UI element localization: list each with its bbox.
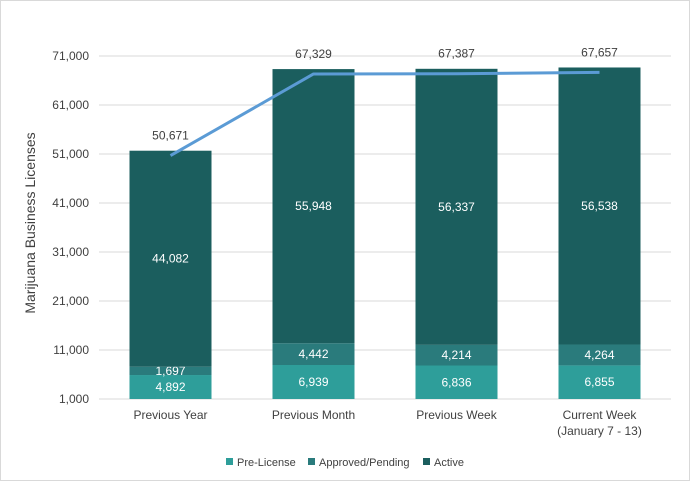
bar-pre-license [129,375,212,399]
bar-pre-license [415,365,498,399]
x-tick-label: Previous Year [133,408,207,422]
bar-pre-license [272,364,355,399]
x-tick-label: Previous Week [416,408,497,422]
totals-line: 50,671 67,329 67,387 67,657 [152,45,618,157]
x-axis-ticks: Previous Year Previous Month Previous Week… [133,408,641,438]
bar-pre-license [558,365,641,399]
x-tick-label: Previous Month [272,408,355,422]
data-label: 55,948 [295,199,332,213]
y-tick-label: 51,000 [52,147,89,161]
bar-approved-pending [558,344,641,366]
y-axis-ticks: 1,000 11,000 21,000 31,000 41,000 51,000 61,00… [52,49,89,406]
legend-swatch [423,458,430,465]
bar-approved-pending [129,366,212,376]
y-tick-label: 61,000 [52,98,89,112]
legend: Pre-License Approved/Pending Active [226,457,464,469]
x-tick-label: Current Week [563,408,638,422]
data-label: 4,442 [298,347,328,361]
data-label: 4,264 [584,348,614,362]
legend-label: Active [434,457,464,469]
data-label: 6,939 [298,375,328,389]
legend-swatch [308,458,315,465]
data-label: 44,082 [152,252,189,266]
y-tick-label: 71,000 [52,49,89,63]
y-tick-label: 21,000 [52,294,89,308]
data-label: 6,836 [441,375,471,389]
bar-active [129,150,212,367]
y-axis-label: Marijuana Business Licenses [22,132,38,313]
legend-label: Pre-License [237,457,296,469]
data-label: 56,538 [581,199,618,213]
bar-active [272,69,355,344]
total-label: 50,671 [152,129,189,143]
legend-label: Approved/Pending [319,457,410,469]
y-tick-label: 31,000 [52,245,89,259]
totals-polyline [169,70,600,157]
bar-active [558,67,641,345]
y-tick-label: 1,000 [59,392,89,406]
data-label: 56,337 [438,200,475,214]
total-label: 67,387 [438,47,475,61]
data-label: 1,697 [155,364,185,378]
data-label: 4,214 [441,348,471,362]
bar-active [415,68,498,345]
x-tick-label: (January 7 - 13) [557,424,642,438]
bar-approved-pending [415,344,498,366]
y-tick-label: 11,000 [53,343,89,357]
y-tick-label: 41,000 [52,196,89,210]
data-label: 4,892 [155,380,185,394]
total-label: 67,657 [581,45,618,59]
bars: 4,892 1,697 44,082 6,939 4,442 55,948 6,836 4,2… [129,67,641,399]
bar-approved-pending [272,343,355,365]
data-label: 6,855 [584,375,614,389]
legend-swatch [226,458,233,465]
total-label: 67,329 [295,47,332,61]
